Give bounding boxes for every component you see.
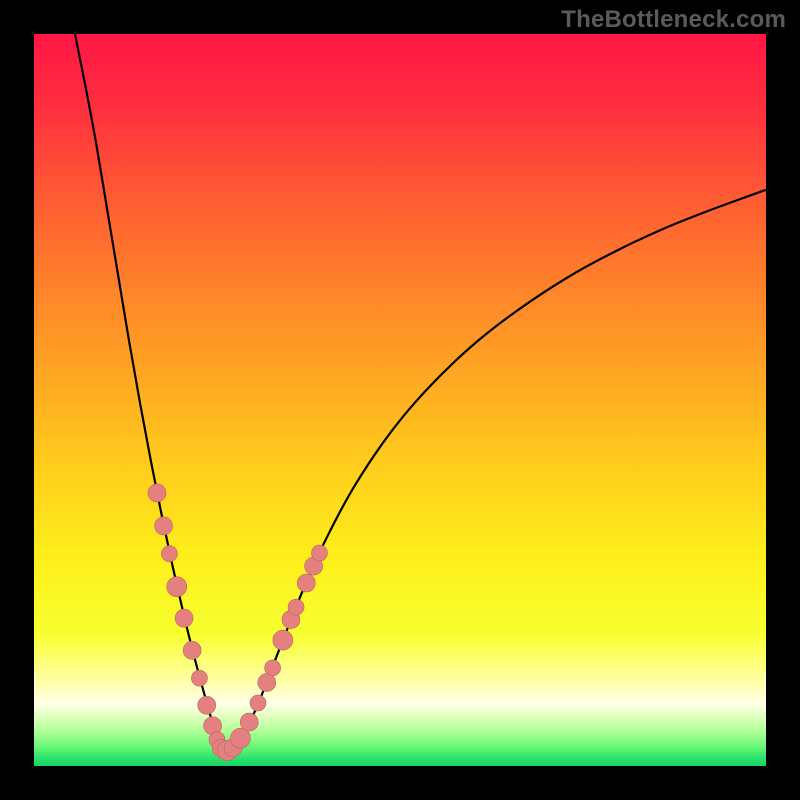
data-marker (183, 641, 201, 659)
data-marker (288, 599, 304, 615)
data-marker (175, 609, 193, 627)
watermark-text: TheBottleneck.com (561, 6, 786, 34)
bottleneck-chart (34, 34, 766, 766)
plot-area (34, 34, 766, 766)
data-marker (148, 484, 166, 502)
data-marker (198, 696, 216, 714)
chart-frame: TheBottleneck.com (0, 0, 800, 800)
data-marker (265, 660, 281, 676)
data-marker (191, 670, 207, 686)
data-marker (167, 577, 187, 597)
data-marker (250, 695, 266, 711)
data-marker (240, 713, 258, 731)
data-marker (258, 674, 276, 692)
data-marker (161, 546, 177, 562)
data-marker (311, 545, 327, 561)
data-marker (155, 517, 173, 535)
gradient-background (34, 34, 766, 766)
data-marker (273, 630, 293, 650)
data-marker (297, 574, 315, 592)
